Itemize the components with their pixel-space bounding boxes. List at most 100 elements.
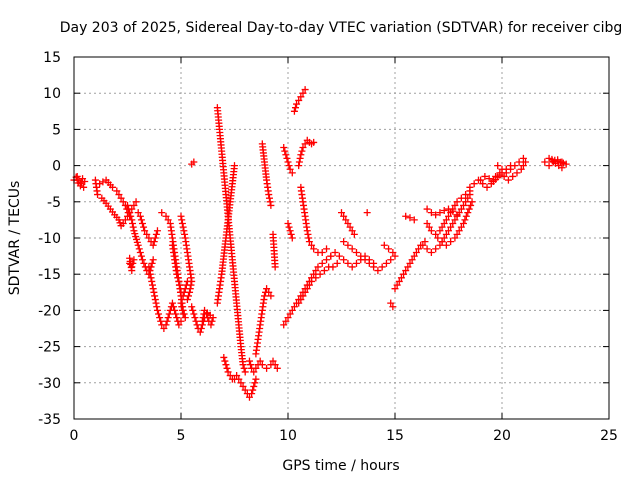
data-point (509, 172, 517, 180)
data-point (340, 212, 348, 220)
data-point (285, 162, 293, 170)
tick-labels: 0 5 10 15 20 25 15 10 5 0 -5 -10 -15 -20 -25 -30 -35 (38, 50, 618, 444)
data-point (363, 209, 371, 217)
data-point (284, 158, 292, 166)
data-point (208, 317, 216, 325)
x-tick-label: 20 (493, 428, 511, 444)
data-point (207, 321, 215, 329)
data-point (177, 299, 185, 307)
data-point (148, 259, 156, 267)
data-point (280, 144, 288, 151)
data-point (285, 223, 293, 231)
data-point (402, 267, 410, 275)
data-point (200, 310, 208, 318)
data-point (297, 93, 305, 101)
data-point (138, 220, 146, 228)
data-point (233, 372, 241, 380)
data-point (352, 259, 360, 267)
data-point (267, 201, 275, 209)
data-point (297, 296, 305, 304)
data-point (348, 245, 356, 253)
data-point (295, 299, 303, 307)
data-point (436, 209, 444, 217)
data-point (164, 314, 172, 322)
data-point (479, 180, 487, 188)
data-point (239, 361, 247, 369)
data-point (393, 281, 401, 289)
data-point (288, 234, 296, 242)
data-point (172, 310, 180, 318)
data-point (436, 241, 444, 249)
y-tick-label: -10 (38, 231, 61, 247)
data-point (344, 220, 352, 228)
data-point (248, 390, 256, 398)
data-point (391, 285, 399, 293)
data-point (389, 303, 397, 311)
data-point (265, 191, 273, 199)
data-point (179, 223, 187, 231)
data-point (402, 212, 410, 220)
data-point (323, 256, 331, 264)
y-tick-label: 0 (52, 159, 61, 175)
data-point (179, 310, 187, 318)
data-point (141, 227, 149, 235)
data-point (541, 158, 549, 166)
data-point (465, 205, 473, 213)
data-point (146, 270, 154, 278)
data-point (423, 220, 431, 228)
data-point (155, 310, 163, 318)
data-point (153, 306, 161, 314)
data-point (284, 220, 292, 228)
data-point (378, 263, 386, 271)
data-point (80, 183, 88, 191)
data-point (150, 288, 158, 296)
data-point (256, 357, 264, 365)
x-tick-label: 0 (70, 428, 79, 444)
data-point (127, 212, 135, 220)
data-point (432, 230, 440, 238)
x-tick-label: 25 (600, 428, 618, 444)
data-point (301, 288, 309, 296)
series-t42 (494, 154, 527, 177)
data-point (151, 296, 159, 304)
data-point (299, 144, 307, 151)
data-point (327, 252, 335, 260)
data-point (134, 209, 142, 217)
series-t37 (423, 187, 474, 238)
data-point (199, 314, 207, 322)
data-point (150, 238, 158, 246)
data-point (135, 245, 143, 253)
data-point (410, 216, 418, 224)
series-t20 (269, 230, 279, 271)
data-point (314, 263, 322, 271)
data-point (149, 241, 157, 249)
data-point (151, 234, 159, 242)
data-point (148, 277, 156, 285)
data-point (251, 379, 259, 387)
data-point (335, 252, 343, 260)
data-point (109, 183, 117, 191)
data-point (176, 281, 184, 289)
data-point (143, 230, 151, 238)
data-marks (70, 86, 570, 401)
data-point (425, 223, 433, 231)
data-point (440, 234, 448, 242)
data-point (323, 245, 331, 253)
series-t23 (295, 136, 318, 170)
data-point (288, 169, 296, 177)
data-point (436, 227, 444, 235)
data-point (442, 230, 450, 238)
data-point (318, 259, 326, 267)
chart-title: Day 203 of 2025, Sidereal Day-to-day VTE… (60, 20, 623, 36)
data-point (138, 256, 146, 264)
data-point (283, 154, 291, 162)
data-point (293, 100, 301, 108)
series-t43 (541, 154, 570, 172)
data-point (125, 205, 133, 213)
series-t29 (338, 209, 358, 238)
data-point (432, 245, 440, 253)
data-point (387, 299, 395, 307)
data-point (421, 238, 429, 246)
data-point (188, 160, 196, 168)
